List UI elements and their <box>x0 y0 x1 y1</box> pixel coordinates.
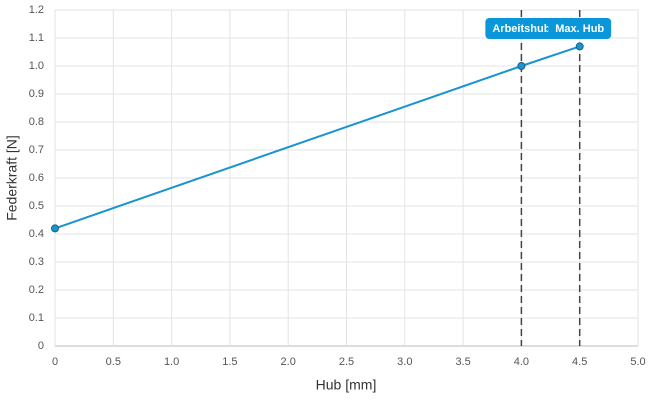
y-tick-label: 0.7 <box>29 144 44 156</box>
x-tick-label: 1.5 <box>222 356 237 368</box>
y-tick-label: 0.9 <box>29 88 44 100</box>
y-tick-label: 0.2 <box>29 284 44 296</box>
y-axis-title: Federkraft [N] <box>4 135 20 221</box>
point <box>51 224 59 233</box>
x-tick-label: 0 <box>52 356 58 368</box>
x-tick-label: 5.0 <box>630 356 645 368</box>
y-tick-label: 1.0 <box>29 60 44 72</box>
x-tick-label: 2.0 <box>281 356 296 368</box>
point <box>575 42 584 51</box>
annotation-label: Arbeitshub <box>492 23 550 35</box>
x-tick-label: 4.0 <box>514 356 529 368</box>
y-tick-label: 0.3 <box>29 256 44 268</box>
y-tick-label: 0 <box>38 340 44 352</box>
line <box>54 45 581 230</box>
y-tick-label: 0.1 <box>29 312 44 324</box>
x-tick-label: 3.0 <box>397 356 412 368</box>
y-tick-label: 0.6 <box>29 172 44 184</box>
y-tick-label: 1.2 <box>29 4 44 16</box>
y-tick-label: 0.8 <box>29 116 44 128</box>
point <box>517 62 526 70</box>
x-axis-title: Hub [mm] <box>316 377 377 393</box>
x-tick-label: 0.5 <box>106 356 121 368</box>
x-tick-label: 4.5 <box>572 356 587 368</box>
y-tick-label: 0.5 <box>29 200 44 212</box>
y-tick-label: 0.4 <box>29 228 44 240</box>
annotation-box <box>485 18 558 39</box>
x-tick-label: 3.5 <box>455 356 470 368</box>
y-tick-label: 1.1 <box>29 32 44 44</box>
annotation-label: Max. Hub <box>555 23 604 35</box>
annotation-box <box>548 18 612 39</box>
x-tick-label: 1.0 <box>164 356 179 368</box>
x-tick-label: 2.5 <box>339 356 354 368</box>
